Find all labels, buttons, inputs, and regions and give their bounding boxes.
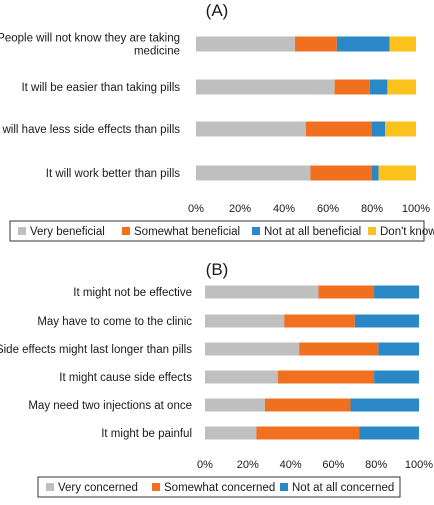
chart-a-title: (A): [206, 1, 229, 20]
chart-b-legend-swatch-1: [152, 483, 160, 491]
chart-b-legend-label-1: Somewhat concerned: [164, 482, 275, 494]
chart-a-legend-swatch-3: [368, 227, 376, 235]
chart-b-legend-label-2: Not at all concerned: [292, 482, 394, 494]
chart-a-bar-r1-s0: [196, 79, 335, 95]
chart-b-category-label-4: May need two injections at once: [28, 400, 192, 412]
chart-a-bar-r2-s2: [372, 121, 386, 137]
chart-b-bar-r4-s1: [264, 398, 351, 412]
chart-b-xtick-2: 40%: [280, 459, 302, 471]
chart-a-xtick-1: 20%: [229, 203, 251, 215]
chart-b-bar-r1-s1: [284, 314, 355, 328]
chart-b-xtick-3: 60%: [322, 459, 344, 471]
chart-a-bar-r1-s3: [387, 79, 416, 95]
chart-b-category-label-3: It might cause side effects: [59, 372, 192, 384]
chart-a-bar-r0-s3: [389, 36, 416, 52]
chart-b-xtick-5: 100%: [405, 459, 433, 471]
chart-b-category-label-2: Side effects might last longer than pill…: [0, 344, 192, 356]
chart-a-legend-swatch-2: [252, 227, 260, 235]
chart-a-legend-swatch-0: [18, 227, 26, 235]
chart-b-bar-r5-s2: [359, 426, 419, 440]
chart-a-bar-r1-s1: [334, 79, 370, 95]
chart-a-bar-r0-s1: [295, 36, 337, 52]
chart-b-xtick-0: 0%: [197, 459, 213, 471]
chart-a-bar-r2-s3: [385, 121, 416, 137]
chart-b-legend-box: [37, 476, 401, 498]
chart-b-category-label-1: May have to come to the clinic: [37, 316, 192, 328]
chart-b-bar-r5-s1: [256, 426, 360, 440]
chart-b-legend-label-0: Very concerned: [58, 482, 138, 494]
chart-a-xtick-0: 0%: [188, 203, 204, 215]
chart-b-xtick-4: 80%: [365, 459, 387, 471]
chart-b-bar-r2-s2: [378, 342, 419, 356]
chart-b-bar-r1-s0: [205, 314, 285, 328]
chart-b-legend-swatch-0: [46, 483, 54, 491]
chart-b-bar-r2-s0: [205, 342, 300, 356]
chart-b-bar-r3-s0: [205, 370, 278, 384]
chart-b-title: (B): [206, 260, 229, 279]
chart-a-category-label-1: It will be easier than taking pills: [21, 82, 180, 94]
chart-a-bar-r0-s0: [196, 36, 295, 52]
chart-b-bar-r5-s0: [205, 426, 257, 440]
chart-b-bar-r0-s2: [374, 285, 419, 299]
chart-b-bar-r3-s2: [374, 370, 419, 384]
chart-a-bar-r3-s2: [372, 165, 379, 181]
chart-b-bar-r2-s1: [299, 342, 379, 356]
chart-a-legend-label-1: Somewhat beneficial: [134, 226, 240, 238]
chart-b-bar-r0-s1: [318, 285, 375, 299]
chart-a-legend-box: [9, 220, 425, 242]
chart-b-bar-r1-s2: [354, 314, 419, 328]
chart-a-legend-label-0: Very beneficial: [30, 226, 105, 238]
chart-a-xtick-2: 40%: [273, 203, 295, 215]
chart-b-bar-r0-s0: [205, 285, 319, 299]
chart-b-legend-swatch-2: [280, 483, 288, 491]
chart-b-bar-r4-s0: [205, 398, 265, 412]
chart-b-bar-r4-s2: [350, 398, 419, 412]
chart-a-bar-r2-s0: [196, 121, 306, 137]
chart-a-xtick-5: 100%: [402, 203, 430, 215]
chart-a-bar-r3-s3: [378, 165, 416, 181]
chart-a-category-label-3: It will work better than pills: [46, 168, 180, 180]
chart-b-xtick-1: 20%: [237, 459, 259, 471]
chart-b-category-label-5: It might be painful: [101, 428, 192, 440]
chart-a-bar-r3-s1: [310, 165, 372, 181]
chart-a-xtick-3: 60%: [317, 203, 339, 215]
chart-a-category-label-0-line1: medicine: [134, 46, 180, 58]
chart-a-bar-r1-s2: [369, 79, 388, 95]
chart-a-legend-swatch-1: [122, 227, 130, 235]
chart-a-bar-r3-s0: [196, 165, 311, 181]
chart-a-legend-label-2: Not at all beneficial: [264, 226, 361, 238]
chart-b-bar-r3-s1: [277, 370, 375, 384]
chart-a-category-label-0-line0: People will not know they are taking: [0, 33, 180, 45]
chart-b-category-label-0: It might not be effective: [73, 287, 192, 299]
chart-a-bar-r0-s2: [336, 36, 390, 52]
chart-a-legend-label-3: Don't know: [380, 226, 434, 238]
chart-a-xtick-4: 80%: [361, 203, 383, 215]
chart-a-category-label-2: It will have less side effects than pill…: [0, 124, 180, 136]
chart-a-bar-r2-s1: [306, 121, 372, 137]
